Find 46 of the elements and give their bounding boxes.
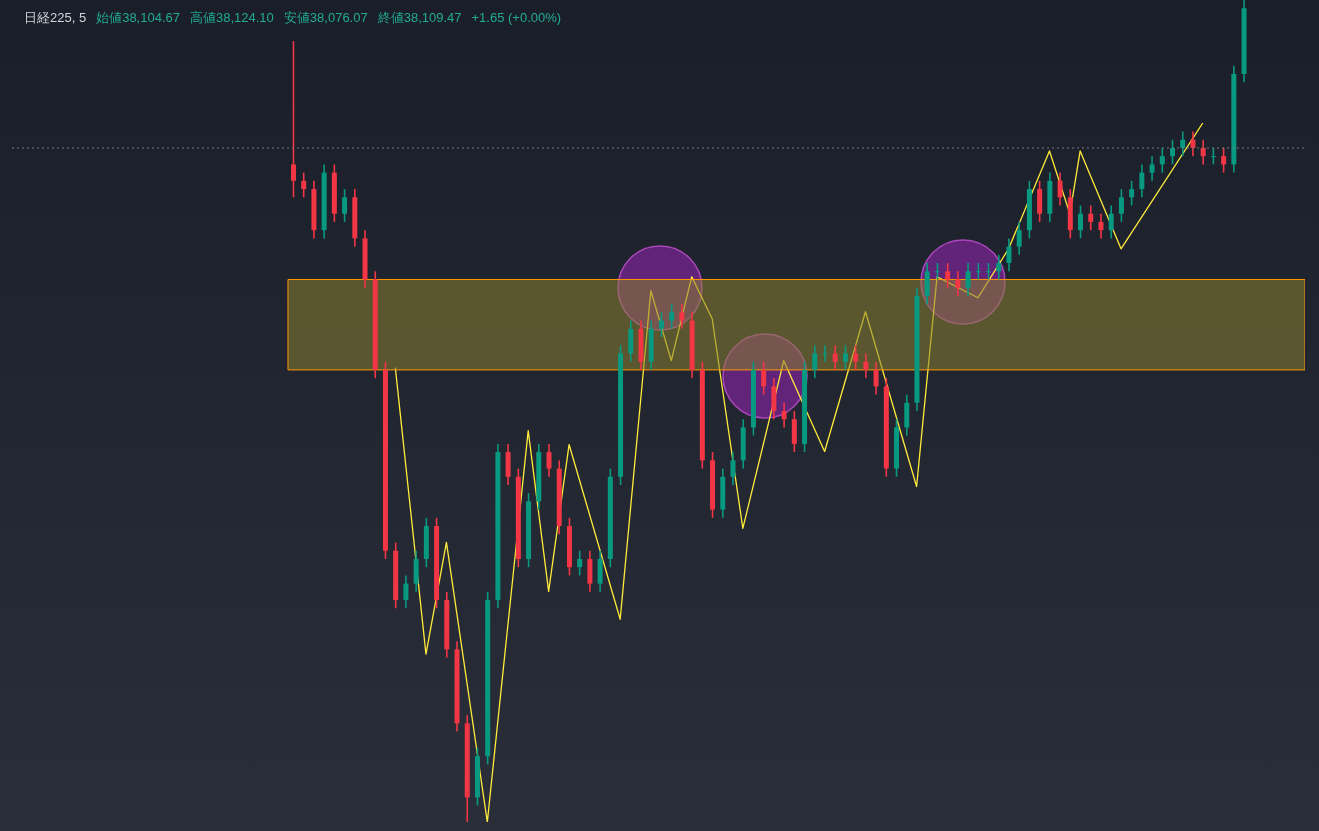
candlestick (1006, 237, 1012, 273)
annotation: 安値38,076.07 (283, 10, 368, 25)
candlestick (822, 344, 828, 363)
candlestick (1078, 204, 1084, 240)
candlestick (1088, 204, 1094, 231)
candlestick (546, 443, 552, 478)
candlestick (342, 188, 348, 223)
candlestick (955, 270, 961, 297)
candlestick (679, 303, 685, 330)
text: 始値38,104.67 (96, 10, 180, 25)
candlestick (1129, 180, 1135, 207)
candlestick (1200, 138, 1206, 166)
candlestick (669, 303, 675, 330)
candlestick (1170, 138, 1176, 166)
candlestick (945, 262, 951, 289)
candlestick (965, 262, 971, 297)
annotation: +1.65 (+0.00%) (471, 10, 562, 25)
candlestick (730, 451, 736, 486)
candlestick (290, 40, 296, 199)
candlestick (842, 344, 848, 371)
text: 高値38,124.10 (190, 10, 274, 25)
candlestick (658, 311, 664, 338)
candlestick (761, 360, 767, 396)
candlestick (996, 254, 1002, 281)
candlestick (1108, 204, 1114, 240)
candlestick (1190, 130, 1196, 157)
candlestick (863, 352, 869, 379)
candlestick (1057, 171, 1063, 207)
text: 日経225, 5 (24, 10, 87, 25)
candlestick (812, 344, 818, 379)
candlestick (853, 344, 859, 371)
candlestick (1180, 130, 1186, 157)
candlestick (1098, 212, 1104, 240)
candlestick (577, 549, 583, 577)
candlestick (1221, 147, 1227, 174)
candlestick (1159, 147, 1165, 174)
candlestick (403, 574, 409, 610)
candlestick (1016, 221, 1022, 256)
candlestick (1139, 163, 1145, 199)
candlestick (832, 344, 838, 371)
candlestick (1118, 188, 1124, 223)
candlestick (301, 171, 307, 199)
candlestick (873, 360, 879, 396)
candlestick (1149, 155, 1155, 182)
candlestick (781, 401, 787, 429)
annotation: 終値38,109.47 (377, 10, 462, 25)
